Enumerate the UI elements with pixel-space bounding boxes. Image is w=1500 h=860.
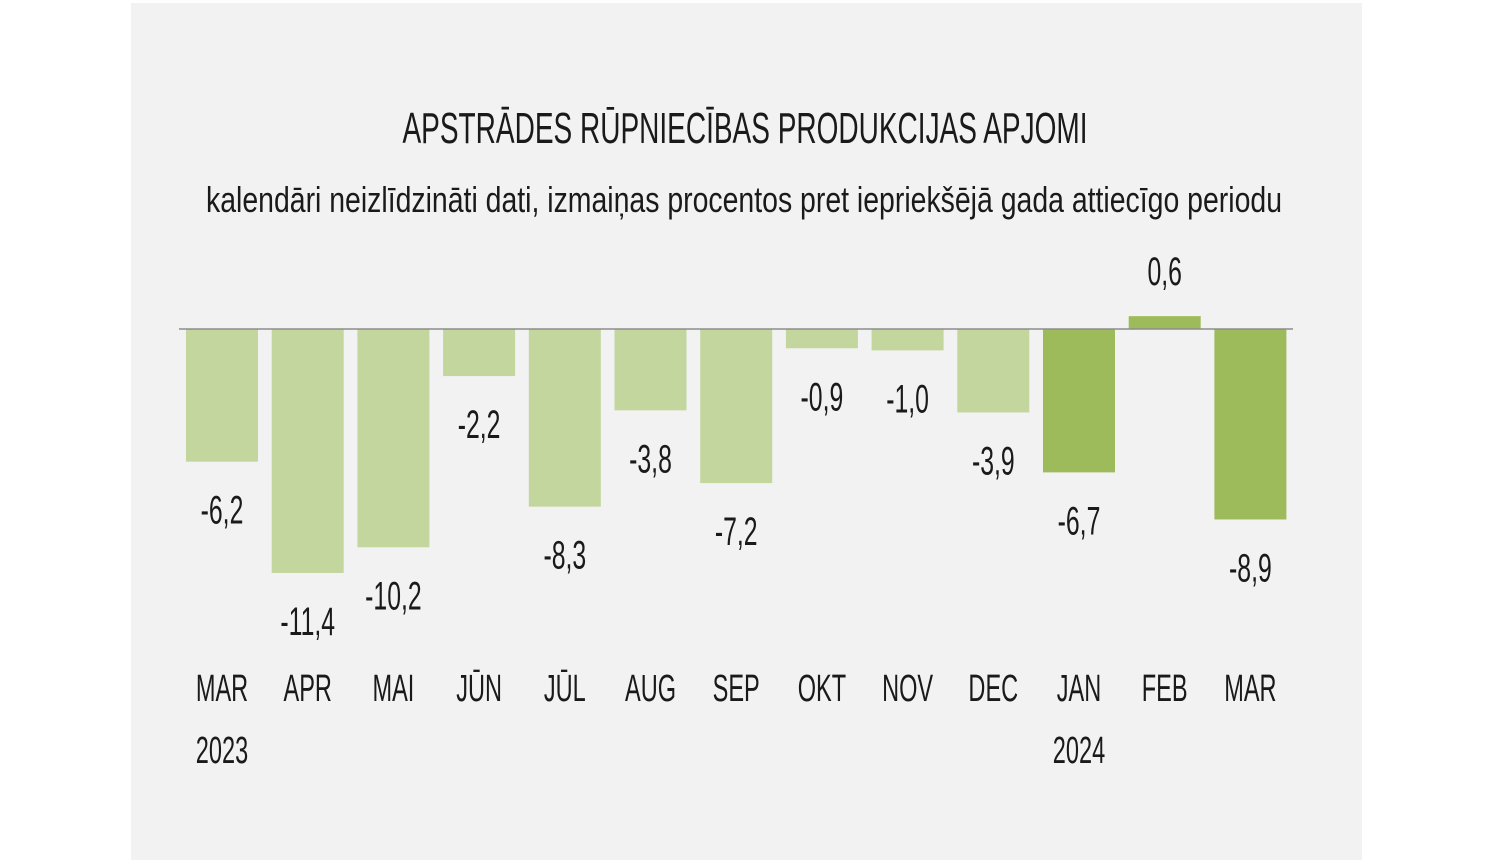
x-tick-label: SEP	[713, 666, 760, 709]
data-label: -0,9	[801, 375, 844, 419]
x-tick-label: AUG	[625, 666, 676, 709]
x-tick-label: APR	[283, 666, 331, 709]
x-tick-label: JŪN	[456, 666, 502, 709]
bar-0	[186, 329, 258, 462]
x-tick-label: OKT	[798, 666, 846, 709]
x-tick-label: DEC	[968, 666, 1018, 709]
bar-6	[700, 329, 773, 484]
bar-1	[271, 329, 344, 573]
x-tick-label: FEB	[1142, 666, 1188, 709]
data-label: 0,6	[1147, 250, 1181, 294]
bar-2	[357, 329, 430, 548]
data-label: -3,9	[972, 440, 1015, 484]
bar-9	[957, 329, 1030, 413]
bar-10	[1043, 329, 1115, 473]
bar-4	[528, 329, 601, 507]
chart-subtitle: kalendāri neizlīdzināti dati, izmaiņas p…	[206, 179, 1282, 220]
year-label: 2023	[196, 728, 248, 771]
chart-title: APSTRĀDES RŪPNIECĪBAS PRODUKCIJAS APJOMI	[403, 104, 1088, 153]
x-tick-label: NOV	[882, 666, 933, 709]
bar-3	[443, 329, 516, 377]
data-label: -2,2	[458, 403, 501, 447]
bar-7	[785, 329, 858, 349]
data-label: -7,2	[715, 510, 758, 554]
data-label: -8,9	[1229, 547, 1272, 591]
bar-8	[871, 329, 944, 351]
data-label: -6,7	[1058, 500, 1101, 544]
data-label: -6,2	[201, 489, 244, 533]
bar-11	[1128, 316, 1201, 329]
data-label: -1,0	[886, 378, 929, 422]
year-label: 2024	[1053, 728, 1105, 771]
data-label: -10,2	[365, 574, 422, 618]
x-tick-label: MAI	[372, 666, 414, 709]
x-tick-label: MAR	[196, 666, 248, 709]
x-tick-label: JŪL	[544, 666, 586, 709]
data-label: -8,3	[543, 534, 586, 578]
data-label: -11,4	[280, 600, 335, 644]
data-label: -3,8	[629, 437, 672, 481]
bar-12	[1214, 329, 1287, 520]
x-tick-label: MAR	[1224, 666, 1276, 709]
x-tick-label: JAN	[1057, 666, 1102, 709]
bar-5	[614, 329, 687, 411]
